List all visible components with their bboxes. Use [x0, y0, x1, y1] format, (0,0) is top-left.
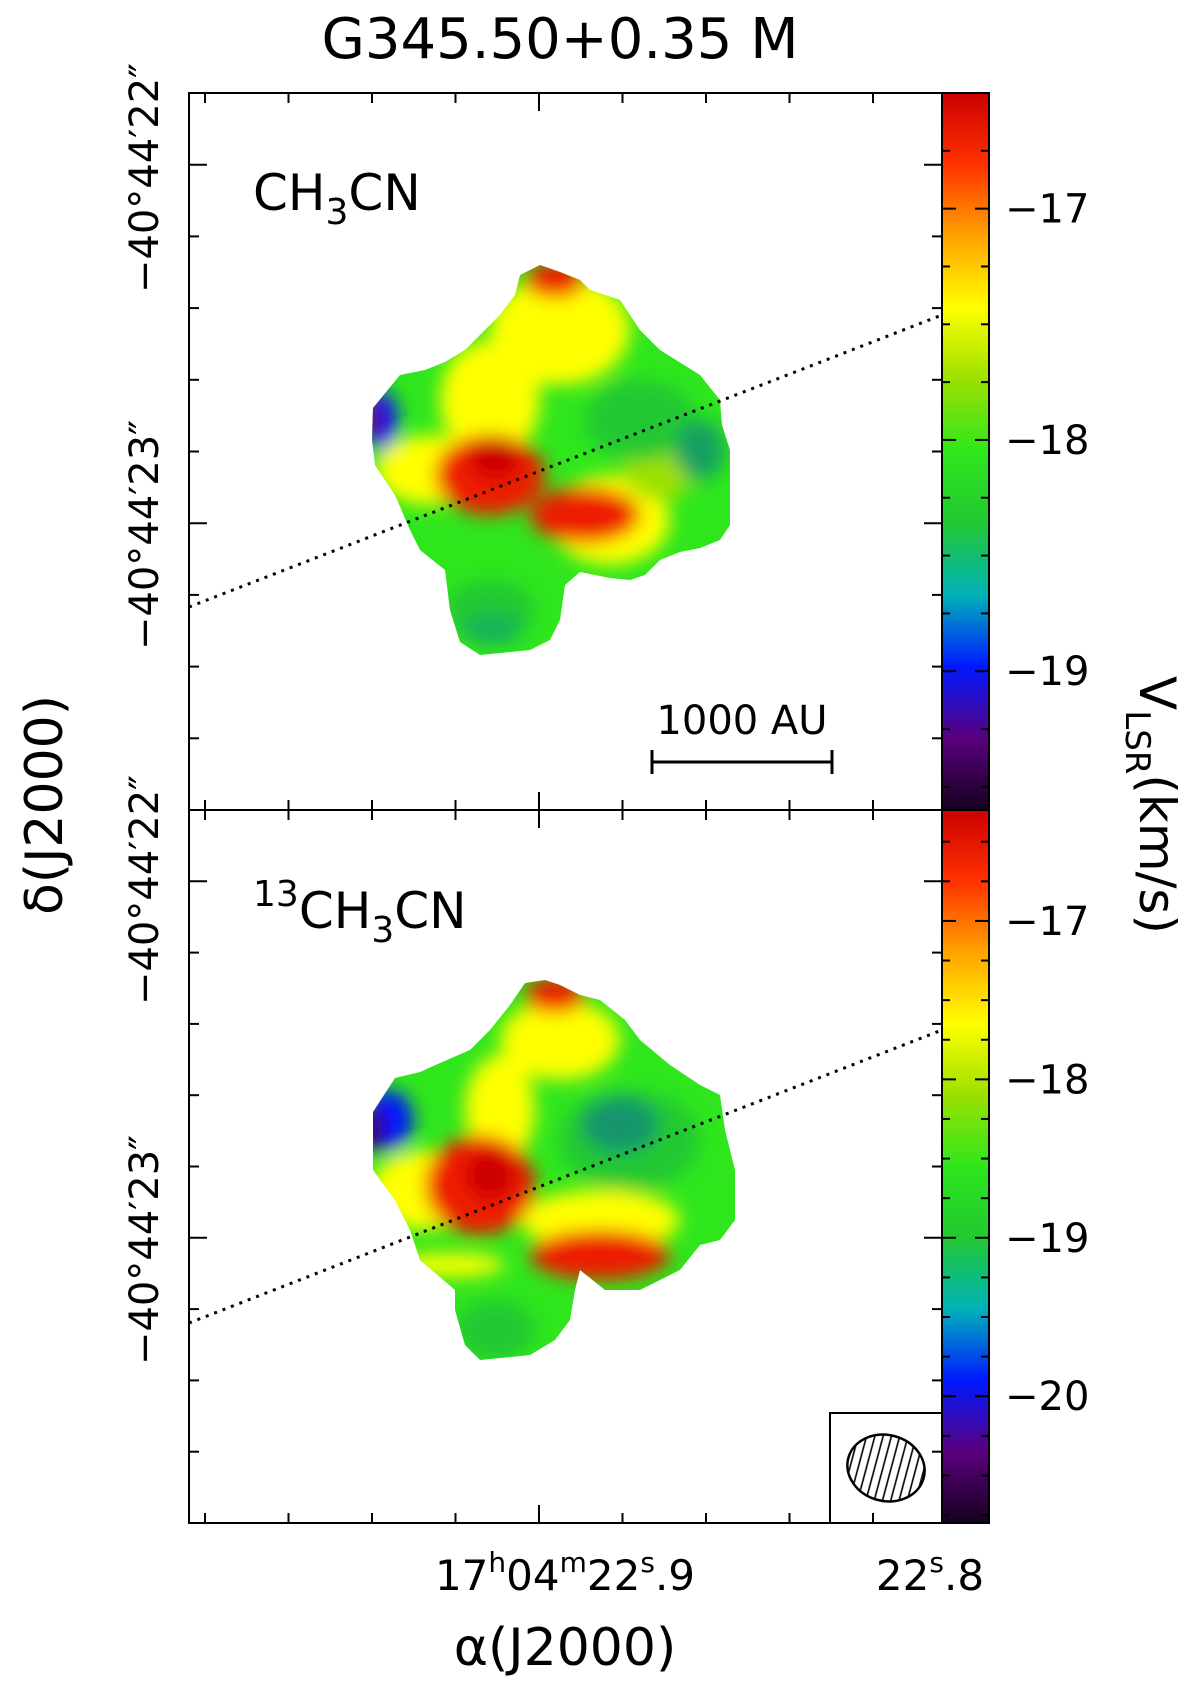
colorbar-bottom: −17 −18 −19 −20 — [941, 809, 1089, 1524]
colorbar-top-tick-label: −19 — [1005, 649, 1089, 695]
colorbar-bottom-tick-label: −18 — [1005, 1057, 1089, 1103]
y-ticks-bottom — [189, 880, 942, 1453]
colorbar-top-tick-label: −17 — [1005, 187, 1089, 233]
colorbar-top: −17 −18 −19 — [941, 92, 1089, 811]
y-axis-label: δ(J2000) — [15, 695, 75, 915]
x-tick-label-1: 22s.8 — [876, 1546, 984, 1600]
colorbar-bottom-fill — [941, 809, 990, 1524]
colorbar-bottom-tick-label: −20 — [1005, 1374, 1089, 1420]
panel-top: 1000 AU CH3CN −40°44′22″ −40°44′23″ — [122, 63, 943, 811]
x-tick-label-0: 17h04m22s.9 — [435, 1546, 695, 1600]
y-tick-label-top-23: −40°44′23″ — [122, 420, 168, 650]
beam-ellipse — [846, 1433, 926, 1503]
y-tick-label-bottom-23: −40°44′23″ — [122, 1135, 168, 1365]
scale-bar-label: 1000 AU — [656, 698, 827, 744]
molecule-label-top: CH3CN — [253, 164, 421, 233]
molecule-label-bottom: 13CH3CN — [253, 874, 467, 951]
colorbar-bottom-tick-label: −17 — [1005, 899, 1089, 945]
colorbar-top-tick-label: −18 — [1005, 418, 1089, 464]
y-tick-label-bottom-22: −40°44′22″ — [122, 775, 168, 1005]
colorbar-label: VLSR(km/s) — [1117, 676, 1186, 934]
beam-inset — [829, 1412, 943, 1524]
velocity-map-13ch3cn — [373, 980, 735, 1360]
colorbar-top-fill — [941, 92, 990, 811]
x-ticks — [204, 93, 874, 1523]
y-ticks-top — [189, 163, 942, 740]
scale-bar: 1000 AU — [650, 698, 834, 774]
colorbar-bottom-tick-label: −19 — [1005, 1216, 1089, 1262]
y-tick-label-top-22: −40°44′22″ — [122, 63, 168, 293]
chart-title: G345.50+0.35 M — [321, 7, 798, 72]
velocity-map-ch3cn — [372, 265, 730, 655]
panel-bottom: 13CH3CN −40°44′22″ −40°44′23″ — [122, 93, 943, 1524]
x-axis-label: α(J2000) — [454, 1618, 677, 1678]
